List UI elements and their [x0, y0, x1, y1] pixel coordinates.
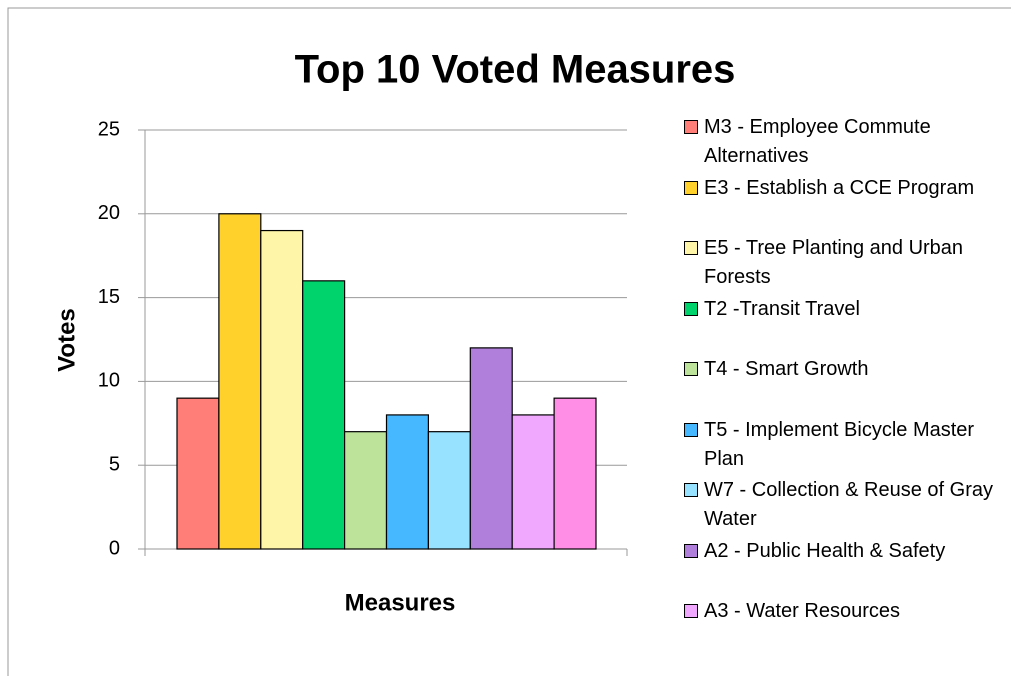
legend-swatch: [684, 120, 698, 134]
chart-title: Top 10 Voted Measures: [295, 48, 736, 92]
legend-swatch: [684, 543, 698, 558]
legend-item: A2 - Public Health & Safety: [684, 537, 1002, 566]
y-tick-label: 10: [98, 370, 120, 392]
y-tick-label: 15: [98, 286, 120, 308]
bar: [302, 280, 346, 550]
legend-swatch: [684, 362, 698, 376]
legend-swatch: [684, 483, 698, 497]
y-axis-label: Votes: [53, 308, 80, 372]
legend-label: A3 - Water Resources: [704, 600, 900, 622]
legend-item: A3 - Water Resources: [684, 597, 1002, 626]
y-tick-label: 5: [109, 453, 120, 475]
bar: [218, 213, 262, 550]
legend-label: E3 - Establish a CCE Program: [704, 176, 975, 199]
x-axis-label: Measures: [345, 589, 456, 616]
legend-label: T4 - Smart Growth: [704, 358, 869, 380]
bar: [469, 347, 513, 550]
legend-label: M3 - Employee Commute Alternatives: [704, 116, 931, 167]
bar: [176, 397, 220, 550]
bar: [260, 229, 304, 550]
legend-swatch: [684, 301, 698, 316]
legend-item: T2 -Transit Travel: [684, 295, 1002, 324]
legend-swatch: [684, 422, 698, 437]
legend-swatch: [684, 604, 698, 618]
chart-border: [7, 7, 1011, 676]
bar: [427, 431, 471, 550]
bar: [385, 414, 430, 550]
y-tick-label: 20: [98, 202, 120, 224]
legend-swatch: [684, 180, 698, 195]
legend-label: T5 - Implement Bicycle Master Plan: [704, 418, 975, 470]
legend-swatch: [684, 241, 698, 255]
legend-item: T4 - Smart Growth: [684, 355, 1002, 384]
legend-label: T2 -Transit Travel: [704, 297, 860, 320]
legend-item: M3 - Employee Commute Alternatives: [684, 113, 1002, 171]
legend-label: E5 - Tree Planting and Urban Forests: [704, 237, 964, 288]
legend-item: W7 - Collection & Reuse of Gray Water: [684, 476, 1002, 534]
legend-label: A2 - Public Health & Safety: [704, 539, 946, 562]
bar: [511, 414, 555, 550]
bar: [344, 431, 388, 550]
legend-item: E3 - Establish a CCE Program: [684, 174, 1002, 203]
legend-item: T5 - Implement Bicycle Master Plan: [684, 416, 1002, 474]
legend-item: E5 - Tree Planting and Urban Forests: [684, 234, 1002, 292]
y-tick-label: 25: [98, 118, 120, 140]
y-tick-label: 0: [109, 537, 120, 559]
bar: [553, 397, 597, 550]
legend-label: W7 - Collection & Reuse of Gray Water: [704, 479, 993, 530]
